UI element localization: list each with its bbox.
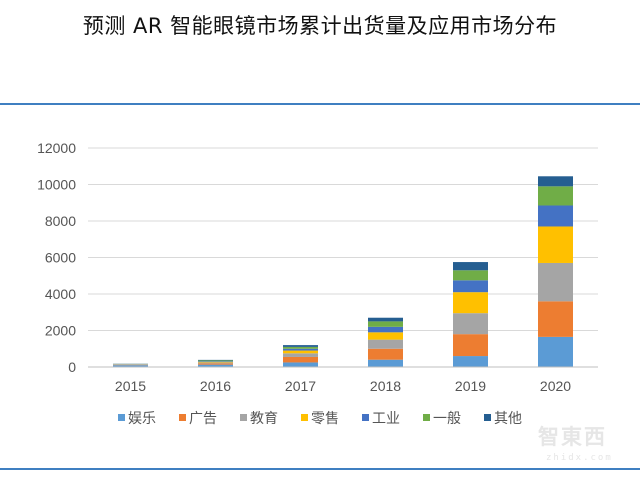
bar-segment bbox=[283, 346, 318, 349]
y-tick-label: 12000 bbox=[37, 140, 76, 156]
bar-segment bbox=[538, 336, 573, 367]
legend-swatch bbox=[179, 414, 186, 421]
bar-segment bbox=[113, 365, 148, 367]
y-tick-label: 2000 bbox=[45, 323, 76, 339]
legend-swatch bbox=[362, 414, 369, 421]
y-tick-label: 8000 bbox=[45, 213, 76, 229]
bar-segment bbox=[198, 362, 233, 364]
bar-segment bbox=[453, 313, 488, 335]
legend-label: 娱乐 bbox=[128, 411, 156, 427]
bar-segment bbox=[453, 262, 488, 271]
bar-segment bbox=[368, 332, 403, 340]
legend-swatch bbox=[118, 414, 125, 421]
top-divider bbox=[0, 103, 640, 105]
watermark-url-text: zhidx.com bbox=[546, 453, 613, 463]
bar-segment bbox=[538, 186, 573, 206]
bar-segment bbox=[538, 262, 573, 302]
bar-segment bbox=[453, 292, 488, 314]
legend-label: 一般 bbox=[433, 411, 461, 427]
y-tick-label: 10000 bbox=[37, 177, 76, 193]
bar-segment bbox=[538, 176, 573, 187]
y-tick-label: 0 bbox=[68, 359, 76, 375]
bar-segment bbox=[283, 348, 318, 351]
bar-segment bbox=[368, 359, 403, 367]
bar-segment bbox=[368, 326, 403, 333]
zhidx-watermark-logo: 智東西 zhidx.com bbox=[538, 425, 613, 463]
legend-swatch bbox=[301, 414, 308, 421]
bar-segment bbox=[198, 361, 233, 362]
legend-swatch bbox=[423, 414, 430, 421]
legend-swatch bbox=[484, 414, 491, 421]
bar-segment bbox=[198, 363, 233, 365]
bar-segment bbox=[538, 205, 573, 227]
bar-segment bbox=[538, 226, 573, 263]
bar-segment bbox=[283, 350, 318, 354]
bottom-divider bbox=[0, 468, 640, 470]
bar-segment bbox=[283, 362, 318, 367]
bar-segment bbox=[198, 361, 233, 363]
bars bbox=[113, 176, 573, 367]
x-tick-label: 2016 bbox=[200, 378, 231, 394]
legend-label: 零售 bbox=[311, 411, 339, 427]
y-axis: 0 2000 4000 6000 8000 10000 12000 bbox=[37, 140, 76, 375]
bar-segment bbox=[453, 270, 488, 281]
bar-segment bbox=[368, 339, 403, 349]
bar-segment bbox=[368, 317, 403, 322]
bar-segment bbox=[453, 280, 488, 293]
legend-label: 工业 bbox=[372, 411, 400, 427]
x-tick-label: 2017 bbox=[285, 378, 316, 394]
legend: 娱乐 广告 教育 零售 工业 一般 其他 bbox=[118, 411, 522, 427]
bar-segment bbox=[453, 356, 488, 367]
legend-label: 其他 bbox=[494, 411, 522, 427]
bar-segment bbox=[283, 345, 318, 347]
bar-segment bbox=[198, 364, 233, 367]
bar-segment bbox=[283, 356, 318, 363]
legend-label: 教育 bbox=[250, 411, 278, 427]
page-title: 预测 AR 智能眼镜市场累计出货量及应用市场分布 bbox=[82, 14, 558, 38]
y-tick-label: 4000 bbox=[45, 286, 76, 302]
legend-swatch bbox=[240, 414, 247, 421]
bar-segment bbox=[283, 353, 318, 357]
y-tick-label: 6000 bbox=[45, 250, 76, 266]
bar-segment bbox=[198, 359, 233, 361]
bar-segment bbox=[538, 301, 573, 337]
x-tick-label: 2020 bbox=[540, 378, 571, 394]
x-tick-label: 2019 bbox=[455, 378, 486, 394]
gridlines bbox=[88, 147, 598, 331]
bar-segment bbox=[198, 360, 233, 362]
x-tick-label: 2015 bbox=[115, 378, 146, 394]
x-axis: 2015 2016 2017 2018 2019 2020 bbox=[88, 366, 598, 394]
legend-label: 广告 bbox=[189, 411, 217, 427]
bar-segment bbox=[368, 348, 403, 360]
bar-segment bbox=[453, 334, 488, 357]
x-tick-label: 2018 bbox=[370, 378, 401, 394]
watermark-logo-text: 智東西 bbox=[538, 425, 607, 449]
bar-segment bbox=[368, 321, 403, 327]
